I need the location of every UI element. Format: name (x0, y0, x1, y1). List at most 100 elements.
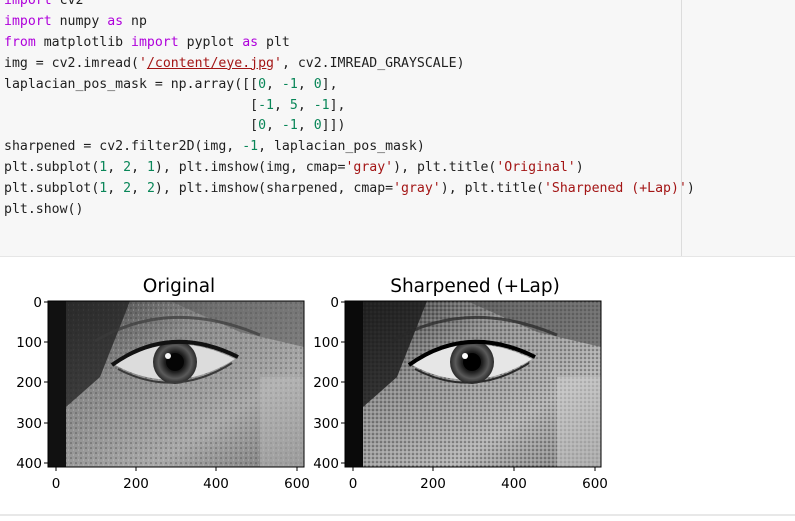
code-token: 1 (146, 160, 155, 176)
code-token: as (242, 34, 259, 50)
axes-frame (47, 300, 305, 468)
x-tick-label: 600 (284, 476, 310, 492)
code-line: img = cv2.imread('/content/eye.jpg', cv2… (4, 56, 465, 71)
code-cell[interactable]: import cv2 import numpy as np from matpl… (0, 0, 795, 257)
code-token: -1 (281, 76, 298, 92)
code-token: 0 (313, 76, 322, 92)
code-token: , (131, 181, 147, 197)
subplot-title: Sharpened (+Lap) (390, 276, 560, 297)
y-tick-label: 200 (16, 375, 42, 391)
code-token: as (107, 13, 124, 29)
code-token: , (297, 97, 314, 113)
x-tick-label: 0 (52, 476, 61, 492)
x-ticks: 0 200 400 600 (52, 467, 310, 492)
y-ticks: 0 100 200 300 400 (16, 295, 48, 472)
code-token: 0 (313, 118, 322, 134)
code-line: [-1, 5, -1], (4, 98, 345, 113)
code-token: import (131, 34, 179, 50)
code-line: plt.subplot(1, 2, 2), plt.imshow(sharpen… (4, 181, 695, 196)
code-token: ) (575, 160, 584, 176)
code-cell-divider (681, 0, 682, 256)
code-token: plt (258, 34, 290, 50)
y-tick-label: 100 (16, 335, 42, 351)
code-token: [ (4, 118, 259, 134)
code-token: 2 (123, 181, 132, 197)
code-token: ), plt.title( (440, 181, 544, 197)
code-token: ], (321, 76, 338, 92)
code-line: laplacian_pos_mask = np.array([[0, -1, 0… (4, 77, 338, 92)
eye-image-original (48, 301, 304, 467)
code-token: , (107, 181, 124, 197)
code-token: , (266, 118, 282, 134)
code-token: ), plt.imshow(img, cmap= (154, 160, 346, 176)
code-token: cv2 (51, 0, 84, 8)
cell-output: Original (0, 257, 795, 521)
code-token: ), plt.imshow(sharpened, cmap= (154, 181, 394, 197)
code-token: sharpened = cv2.filter2D(img, (4, 139, 243, 155)
code-token: plt.subplot( (4, 160, 100, 176)
code-line: import numpy as np (4, 14, 147, 29)
x-ticks: 0 200 400 600 (349, 467, 608, 492)
code-token: laplacian_pos_mask = np.array([[ (4, 76, 259, 92)
code-token: ], (329, 97, 346, 113)
code-token: , (273, 97, 290, 113)
code-token: , (131, 160, 147, 176)
x-tick-label: 200 (420, 476, 446, 492)
code-token: ' (273, 55, 282, 71)
code-token: , (266, 76, 282, 92)
code-token: 1 (99, 181, 108, 197)
y-tick-label: 0 (33, 295, 42, 311)
code-token: pyplot (178, 34, 243, 50)
code-token: 1 (99, 160, 108, 176)
subplot-sharpened: Sharpened (+Lap) (313, 276, 608, 492)
code-token: from (4, 34, 36, 50)
code-token: /content/eye.jpg (146, 55, 274, 71)
code-token: -1 (258, 97, 274, 113)
code-token: , cv2.IMREAD_GRAYSCALE) (281, 55, 465, 71)
y-tick-label: 100 (313, 335, 339, 351)
cell-separator (0, 514, 795, 516)
axes-frame (344, 300, 602, 468)
code-editor[interactable]: import cv2 import numpy as np from matpl… (4, 0, 695, 221)
code-token: 0 (258, 76, 267, 92)
code-token: -1 (242, 139, 259, 155)
code-line: sharpened = cv2.filter2D(img, -1, laplac… (4, 139, 425, 154)
code-token: -1 (313, 97, 330, 113)
code-token: ]]) (321, 118, 346, 134)
code-line: plt.show() (4, 202, 83, 217)
code-token: 5 (289, 97, 298, 113)
code-token: , (297, 118, 314, 134)
x-tick-label: 0 (349, 476, 358, 492)
y-tick-label: 300 (16, 416, 42, 432)
code-token: plt.subplot( (4, 181, 100, 197)
y-tick-label: 300 (313, 416, 339, 432)
code-token: , (107, 160, 124, 176)
code-token: plt.show() (4, 202, 84, 218)
code-token: -1 (281, 118, 298, 134)
subplot-original: Original (16, 276, 310, 492)
code-token: numpy (51, 13, 108, 29)
code-token: np (123, 13, 147, 29)
code-line: import cv2 (4, 0, 83, 8)
x-tick-label: 400 (501, 476, 527, 492)
code-token: 'Original' (496, 160, 576, 176)
y-tick-label: 400 (16, 456, 42, 472)
code-token: 'Sharpened (+Lap)' (543, 181, 687, 197)
code-line: [0, -1, 0]]) (4, 118, 345, 133)
code-line: plt.subplot(1, 2, 1), plt.imshow(img, cm… (4, 160, 584, 175)
subplot-title: Original (143, 276, 215, 297)
x-tick-label: 400 (203, 476, 229, 492)
code-token: matplotlib (35, 34, 132, 50)
y-tick-label: 200 (313, 375, 339, 391)
code-token: 2 (146, 181, 155, 197)
code-token: ) (686, 181, 695, 197)
code-token: 0 (258, 118, 267, 134)
code-line: from matplotlib import pyplot as plt (4, 35, 290, 50)
code-token: ), plt.title( (393, 160, 497, 176)
code-token: 'gray' (393, 181, 441, 197)
code-token: ' (138, 55, 147, 71)
x-tick-label: 600 (582, 476, 608, 492)
code-token: img = cv2.imread( (4, 55, 139, 71)
code-token: 'gray' (345, 160, 394, 176)
eye-image-sharpened (345, 301, 601, 467)
